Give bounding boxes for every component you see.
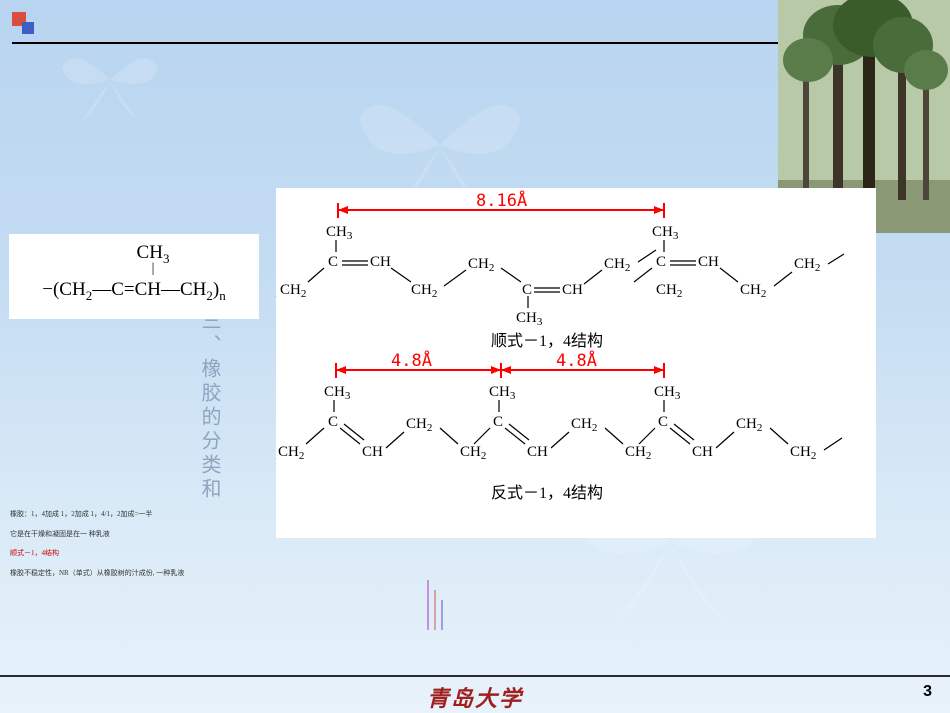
svg-text:C: C [328, 254, 338, 270]
svg-text:CH2: CH2 [411, 282, 437, 300]
svg-text:CH2: CH2 [406, 416, 432, 434]
formula-ch3: CH [137, 242, 163, 263]
svg-text:CH2: CH2 [280, 282, 306, 300]
page-number: 3 [923, 683, 932, 701]
svg-text:C: C [656, 254, 666, 270]
svg-text:CH: CH [692, 444, 713, 460]
svg-text:CH: CH [362, 444, 383, 460]
svg-text:CH3: CH3 [324, 384, 351, 402]
polymer-formula: CH3 | −(CH2—C=CH—CH2)n [9, 234, 259, 319]
slide-footer: 青岛大学 3 [0, 675, 950, 713]
svg-text:CH2: CH2 [460, 444, 486, 462]
svg-text:CH2: CH2 [656, 282, 682, 300]
svg-text:CH3: CH3 [326, 224, 353, 242]
section-heading-vertical: 三、橡胶的分类和 [195, 310, 224, 502]
trans-distance-1: 4.8Å [391, 349, 432, 371]
cis-dimension: 8.16Å [338, 189, 664, 218]
structure-diagram: 8.16Å CH3 C CH CH2 CH2 CH2 C CH CH3 CH2 … [276, 188, 876, 538]
svg-text:CH: CH [527, 444, 548, 460]
svg-text:CH3: CH3 [654, 384, 681, 402]
svg-text:CH2: CH2 [468, 256, 494, 274]
svg-text:C: C [493, 414, 503, 430]
svg-text:CH2: CH2 [604, 256, 630, 274]
university-logo: 青岛大学 [427, 681, 523, 713]
svg-text:CH3: CH3 [516, 310, 543, 328]
svg-text:CH2: CH2 [278, 444, 304, 462]
footnotes: 橡胶：1，4加成 1，2加成 1，4/1，2加成=一半 它是在干燥和凝固是在一 … [10, 505, 184, 583]
trans-dimension: 4.8Å 4.8Å [336, 349, 664, 378]
svg-text:CH3: CH3 [652, 224, 679, 242]
svg-text:CH2: CH2 [571, 416, 597, 434]
small-spectrum-icon [420, 580, 455, 630]
bg-butterfly-icon [50, 30, 170, 130]
svg-text:CH2: CH2 [625, 444, 651, 462]
cis-distance-label: 8.16Å [476, 189, 527, 211]
svg-text:CH3: CH3 [489, 384, 516, 402]
svg-text:CH2: CH2 [736, 416, 762, 434]
trans-chain: CH3 C CH2 CH CH2 CH2 CH3 C CH CH2 CH2 CH… [276, 384, 842, 468]
formula-chain: −(CH2—C=CH—CH2)n [15, 279, 253, 304]
svg-text:C: C [328, 414, 338, 430]
svg-text:CH2: CH2 [794, 256, 820, 274]
svg-text:CH2: CH2 [740, 282, 766, 300]
trans-distance-2: 4.8Å [556, 349, 597, 371]
cis-chain: CH3 C CH CH2 CH2 CH2 C CH CH3 CH2 CH3 C … [276, 224, 844, 328]
svg-text:CH: CH [698, 254, 719, 270]
svg-text:CH2: CH2 [790, 444, 816, 462]
svg-text:C: C [522, 282, 532, 298]
trans-caption: 反式－1，4结构 [491, 484, 603, 502]
slide-logo-icon [12, 12, 34, 34]
svg-text:CH: CH [370, 254, 391, 270]
svg-text:CH: CH [562, 282, 583, 298]
svg-text:C: C [658, 414, 668, 430]
cis-caption: 顺式－1，4结构 [491, 332, 603, 350]
